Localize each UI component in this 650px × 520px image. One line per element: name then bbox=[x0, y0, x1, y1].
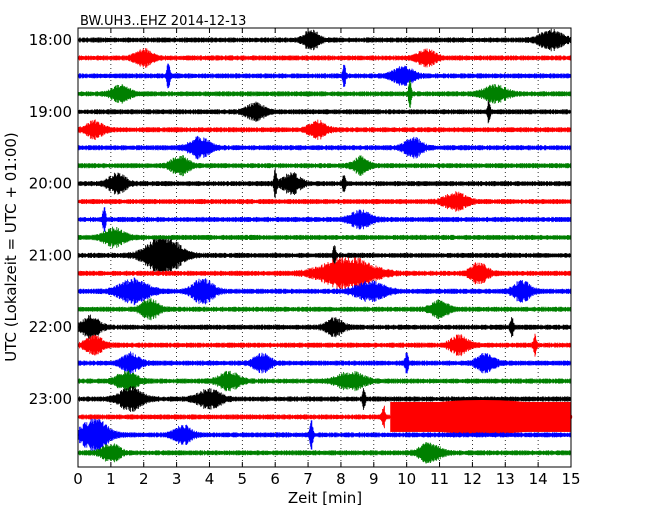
trace-2115 bbox=[78, 257, 571, 290]
x-tick-label: 12 bbox=[463, 470, 482, 488]
trace-2245 bbox=[78, 370, 571, 392]
x-tick-label: 3 bbox=[172, 470, 182, 488]
x-tick-label: 5 bbox=[238, 470, 248, 488]
x-tick-label: 0 bbox=[73, 470, 83, 488]
trace-1915 bbox=[78, 119, 571, 140]
trace-2345 bbox=[78, 442, 571, 464]
trace-2015 bbox=[78, 191, 571, 212]
y-tick-label: 21:00 bbox=[29, 246, 72, 264]
x-tick-label: 9 bbox=[369, 470, 379, 488]
x-tick-label: 8 bbox=[336, 470, 346, 488]
trace-1945 bbox=[78, 155, 571, 177]
x-tick-label: 2 bbox=[139, 470, 149, 488]
trace-1930 bbox=[78, 135, 571, 160]
trace-2315 bbox=[78, 399, 573, 434]
trace-2000 bbox=[78, 169, 571, 199]
y-axis-label: UTC (Lokalzeit = UTC + 01:00) bbox=[2, 132, 20, 362]
x-tick-label: 11 bbox=[430, 470, 449, 488]
x-tick-label: 7 bbox=[303, 470, 313, 488]
y-tick-label: 18:00 bbox=[29, 31, 72, 49]
y-tick-label: 19:00 bbox=[29, 103, 72, 121]
x-tick-label: 10 bbox=[397, 470, 416, 488]
axis-layer: 0 1 2 3 4 5 6 7 8 9 10 11 12 13 14 1518:0019:0020:0021:… bbox=[29, 28, 581, 488]
trace-1900 bbox=[78, 100, 571, 124]
y-tick-label: 23:00 bbox=[29, 390, 72, 408]
trace-2145 bbox=[78, 298, 571, 321]
trace-1815 bbox=[78, 48, 571, 68]
trace-2030 bbox=[78, 207, 571, 232]
trace-1830 bbox=[78, 63, 571, 89]
x-tick-label: 14 bbox=[529, 470, 548, 488]
y-tick-label: 22:00 bbox=[29, 318, 72, 336]
trace-2200 bbox=[78, 314, 571, 340]
trace-2330 bbox=[78, 418, 571, 451]
trace-2045 bbox=[78, 226, 571, 249]
x-tick-label: 13 bbox=[496, 470, 515, 488]
trace-1845 bbox=[78, 79, 571, 108]
saturated-signal-peak bbox=[392, 399, 573, 434]
chart-title: BW.UH3..EHZ 2014-12-13 bbox=[80, 14, 246, 29]
y-tick-label: 20:00 bbox=[29, 175, 72, 193]
trace-2215 bbox=[78, 333, 571, 357]
x-tick-label: 6 bbox=[270, 470, 280, 488]
x-axis-label: Zeit [min] bbox=[288, 489, 362, 507]
trace-2300 bbox=[78, 386, 571, 412]
x-tick-label: 4 bbox=[205, 470, 215, 488]
trace-layer bbox=[78, 28, 573, 464]
trace-1800 bbox=[78, 28, 571, 52]
x-tick-label: 15 bbox=[561, 470, 580, 488]
plot-frame bbox=[77, 27, 572, 468]
trace-2130 bbox=[78, 277, 571, 306]
x-tick-label: 1 bbox=[106, 470, 116, 488]
trace-2230 bbox=[78, 351, 571, 375]
